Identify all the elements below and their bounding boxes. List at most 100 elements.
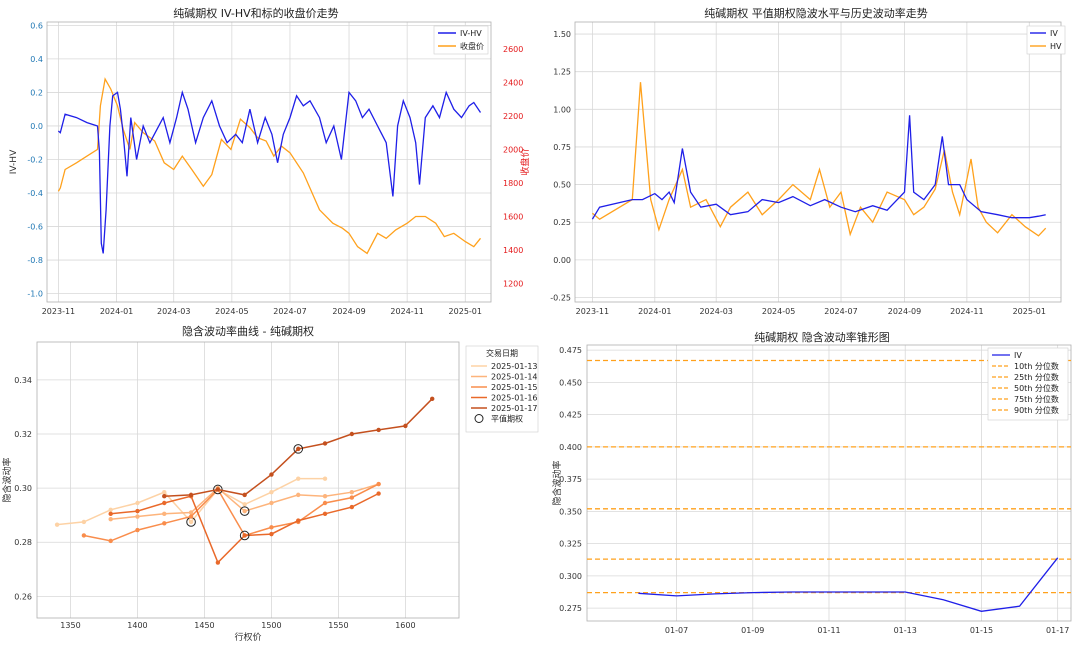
series-line-iv — [591, 115, 1046, 220]
smile-point — [349, 431, 355, 437]
legend: IV HV — [1026, 25, 1066, 55]
y-tick-label: 0.34 — [14, 376, 32, 385]
x-tick-label: 2024-03 — [699, 307, 732, 316]
smile-point — [162, 511, 167, 517]
y2-tick-label: 2400 — [503, 78, 523, 87]
smile-point — [108, 507, 113, 512]
y2-tick-label: 2600 — [503, 45, 523, 54]
series-line-iv-hv — [57, 90, 482, 254]
smile-point — [135, 500, 140, 506]
x-tick-label: 2024-01 — [100, 307, 133, 316]
atm-marker — [213, 484, 223, 495]
x-tick-label: 2024-05 — [762, 307, 795, 316]
y-tick-label: -0.4 — [27, 189, 43, 198]
x-tick-label: 01-15 — [970, 626, 993, 635]
y-tick-label: -0.8 — [27, 256, 43, 265]
x-tick-label: 01-17 — [1046, 626, 1069, 635]
smile-point — [296, 492, 301, 498]
smile-point — [296, 446, 301, 452]
legend-label: 2025-01-14 — [491, 373, 538, 382]
y2-tick-label: 2000 — [503, 145, 523, 154]
y-tick-label: 0.00 — [553, 256, 571, 265]
smile-point — [376, 491, 381, 496]
legend-label: 10th 分位数 — [1014, 361, 1059, 371]
series-line-iv — [638, 557, 1059, 612]
x-tick-label: 2025-01 — [449, 307, 482, 316]
smile-point — [430, 396, 435, 402]
x-tick-label: 1500 — [261, 621, 281, 630]
y2-tick-label: 1400 — [503, 246, 523, 255]
legend: IV-HV 收盘价 — [433, 25, 489, 55]
atm-marker — [239, 506, 250, 516]
y-tick-label: 0.300 — [559, 572, 582, 581]
y2-tick-label: 2200 — [503, 112, 523, 121]
panel-iv-cone: 纯碱期权 隐含波动率锥形图 01-07 01-09 01-11 01-13 01-15 0… — [551, 330, 1072, 635]
smile-point — [376, 481, 381, 487]
y-tick-label: -0.6 — [27, 223, 43, 232]
smile-point — [376, 427, 381, 433]
y-tick-label: 0.275 — [559, 604, 582, 613]
x-tick-label: 2024-05 — [215, 307, 248, 316]
x-axis-label: 行权价 — [234, 631, 261, 643]
smile-point — [188, 514, 194, 519]
y-tick-label: 0.2 — [30, 88, 43, 97]
legend-label: 平值期权 — [491, 414, 523, 424]
legend-label: 75th 分位数 — [1014, 394, 1059, 404]
y-tick-label: 0.0 — [30, 122, 43, 131]
smile-point — [296, 476, 301, 481]
chart-title: 隐含波动率曲线 - 纯碱期权 — [182, 324, 314, 338]
y-tick-label: -0.25 — [550, 293, 571, 302]
smile-point — [108, 538, 113, 544]
smile-point — [162, 489, 167, 495]
panel-iv-smile: 隐含波动率曲线 - 纯碱期权 1350 1400 1450 1500 1550 1600 0… — [1, 324, 539, 643]
smile-point — [269, 472, 274, 477]
smile-point — [322, 476, 328, 481]
y-tick-label: 0.475 — [559, 346, 582, 355]
smile-point — [269, 500, 274, 506]
smile-point — [215, 487, 221, 492]
x-tick-label: 1450 — [194, 621, 214, 630]
plot-frame — [574, 21, 1062, 303]
smile-point — [108, 517, 113, 522]
y-tick-label: 0.400 — [559, 443, 582, 452]
y2-axis-label: 收盘价 — [519, 148, 531, 175]
plot-frame — [46, 21, 492, 303]
smile-point — [242, 533, 247, 538]
chart-title: 纯碱期权 平值期权隐波水平与历史波动率走势 — [704, 6, 928, 20]
smile-point — [188, 519, 194, 525]
plot-frame — [586, 344, 1072, 622]
atm-marker — [293, 444, 304, 454]
smile-point — [322, 511, 328, 517]
legend-label: 50th 分位数 — [1014, 383, 1059, 393]
y-tick-label: 1.50 — [553, 30, 571, 39]
x-tick-label: 1550 — [328, 621, 348, 630]
x-tick-label: 1600 — [395, 621, 415, 630]
legend-label: 2025-01-13 — [491, 362, 538, 371]
y-tick-label: 0.6 — [30, 21, 43, 30]
y-tick-label: 1.25 — [553, 68, 571, 77]
plot-frame — [36, 341, 460, 619]
x-tick-label: 2023-11 — [42, 307, 75, 316]
smile-point — [135, 508, 140, 514]
series-line-close-price — [57, 77, 482, 255]
smile-point — [322, 494, 328, 499]
y-tick-label: 0.30 — [14, 484, 32, 493]
x-tick-label: 2024-07 — [273, 307, 306, 316]
y-tick-label: 0.350 — [559, 507, 582, 516]
smile-point — [135, 514, 140, 519]
x-tick-label: 01-11 — [817, 626, 840, 635]
smile-point — [349, 504, 355, 510]
legend-label: 2025-01-15 — [491, 383, 538, 392]
panel-iv-hv-levels: 纯碱期权 平值期权隐波水平与历史波动率走势 2023-11 2024-01 2024… — [550, 6, 1066, 316]
y-tick-label: 0.26 — [14, 592, 32, 601]
x-tick-label: 2025-01 — [1013, 307, 1046, 316]
y-tick-label: 0.75 — [553, 143, 571, 152]
y-tick-label: 0.4 — [30, 55, 43, 64]
y2-tick-label: 1800 — [503, 179, 523, 188]
smile-point — [269, 489, 274, 495]
smile-point — [242, 508, 247, 514]
x-tick-label: 2024-11 — [950, 307, 983, 316]
chart-title: 纯碱期权 IV-HV和标的收盘价走势 — [173, 6, 338, 20]
smile-point — [215, 560, 221, 565]
legend-title: 交易日期 — [486, 348, 518, 358]
